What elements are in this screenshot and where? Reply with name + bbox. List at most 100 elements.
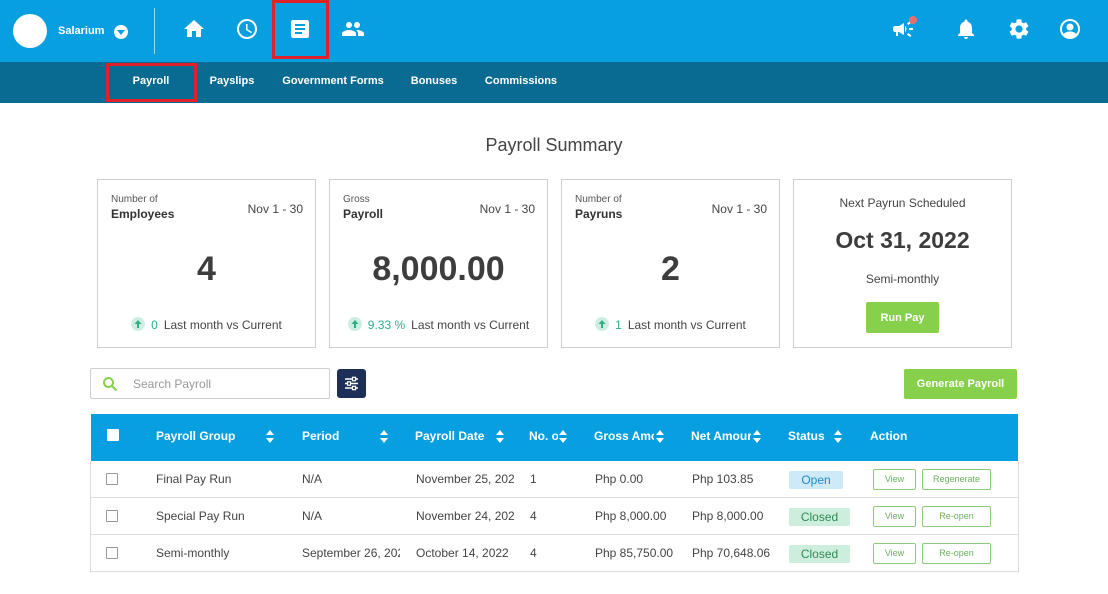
search-icon <box>103 377 118 392</box>
arrow-up-icon <box>595 317 610 331</box>
chevron-down-icon[interactable] <box>114 25 128 39</box>
table-header: Payroll Group Period Payroll Date No. of… <box>91 414 1018 461</box>
megaphone-icon[interactable] <box>889 15 917 43</box>
sort-icon[interactable] <box>559 430 567 443</box>
card-label: Payroll <box>343 207 384 221</box>
active-nav-highlight <box>272 0 329 59</box>
table-row: Semi-monthly September 26, 2022 October … <box>91 535 1018 572</box>
card-label: Payruns <box>575 207 623 221</box>
row-checkbox[interactable] <box>106 473 118 485</box>
generate-payroll-button[interactable]: Generate Payroll <box>904 369 1017 399</box>
subnav-item-commissions[interactable]: Commissions <box>484 75 558 87</box>
view-button[interactable]: View <box>873 506 916 527</box>
notification-dot <box>909 16 917 24</box>
table-row: Special Pay Run N/A November 24, 2022 4 … <box>91 498 1018 535</box>
subnav-item-bonuses[interactable]: Bonuses <box>410 75 458 87</box>
cell-gross-amount: Php 85,750.00 <box>595 546 674 560</box>
column-header-gross-amount[interactable]: Gross Amo <box>594 429 654 443</box>
trend-value: 9.33 % <box>367 318 406 332</box>
clock-icon[interactable] <box>233 15 261 43</box>
bell-icon[interactable] <box>952 15 980 43</box>
column-header-count[interactable]: No. of <box>529 429 558 443</box>
sort-icon[interactable] <box>380 430 388 443</box>
card-caption: Gross <box>343 194 370 205</box>
table-body <box>90 461 1019 573</box>
view-button[interactable]: View <box>873 469 916 490</box>
sub-navigation-bar: Payroll Payslips Government Forms Bonuse… <box>0 62 1108 103</box>
status-badge: Closed <box>789 545 850 563</box>
trend-text: Last month vs Current <box>163 318 282 332</box>
arrow-up-icon <box>347 317 362 331</box>
page-title: Payroll Summary <box>485 135 623 155</box>
card-value: 4 <box>197 250 216 288</box>
cell-net-amount: Php 8,000.00 <box>692 509 764 523</box>
cell-payroll-date: October 14, 2022 <box>416 546 509 560</box>
top-navigation-bar: Salarium <box>0 0 1108 62</box>
trend-text: Last month vs Current <box>411 318 530 332</box>
search-input[interactable] <box>133 375 323 393</box>
active-subnav-highlight <box>106 63 197 102</box>
cell-count: 4 <box>530 509 537 523</box>
company-name[interactable]: Salarium <box>58 25 105 37</box>
divider <box>154 8 155 54</box>
home-icon[interactable] <box>180 15 208 43</box>
row-checkbox[interactable] <box>106 510 118 522</box>
cell-period: N/A <box>302 509 323 523</box>
card-trend: 0 Last month vs Current <box>98 317 315 332</box>
column-header-payroll-date[interactable]: Payroll Date <box>415 429 485 443</box>
sort-icon[interactable] <box>834 430 842 443</box>
cell-count: 1 <box>530 472 537 486</box>
sort-icon[interactable] <box>266 430 274 443</box>
next-payrun-title: Next Payrun Scheduled <box>839 196 966 210</box>
status-badge: Closed <box>789 508 850 526</box>
card-caption: Number of <box>111 194 158 205</box>
card-value: 2 <box>661 250 680 288</box>
column-header-period[interactable]: Period <box>302 429 340 443</box>
card-label: Employees <box>111 207 175 221</box>
card-period: Nov 1 - 30 <box>711 202 767 216</box>
card-period: Nov 1 - 30 <box>479 202 535 216</box>
gross-payroll-card: Gross Payroll Nov 1 - 30 8,000.00 9.33 %… <box>329 179 548 348</box>
sort-icon[interactable] <box>753 430 761 443</box>
sort-icon[interactable] <box>656 430 664 443</box>
next-payrun-date: Oct 31, 2022 <box>835 227 970 253</box>
run-pay-button[interactable]: Run Pay <box>866 302 939 333</box>
employees-card: Number of Employees Nov 1 - 30 4 0 Last m… <box>97 179 316 348</box>
trend-value: 1 <box>615 318 622 332</box>
company-logo[interactable] <box>13 14 47 48</box>
subnav-item-payroll[interactable]: Payroll <box>132 75 170 87</box>
cell-count: 4 <box>530 546 537 560</box>
status-badge: Open <box>789 471 843 489</box>
cell-net-amount: Php 70,648.06 <box>692 546 771 560</box>
row-checkbox[interactable] <box>106 547 118 559</box>
sort-icon[interactable] <box>496 430 504 443</box>
card-trend: 9.33 % Last month vs Current <box>330 317 547 332</box>
column-header-status[interactable]: Status <box>788 429 825 443</box>
next-payrun-card: Next Payrun Scheduled Oct 31, 2022 Semi-… <box>793 179 1012 348</box>
card-period: Nov 1 - 30 <box>247 202 303 216</box>
next-payrun-frequency: Semi-monthly <box>865 272 940 286</box>
payruns-card: Number of Payruns Nov 1 - 30 2 1 Last mon… <box>561 179 780 348</box>
cell-payroll-date: November 25, 2022 <box>416 472 514 486</box>
subnav-item-government-forms[interactable]: Government Forms <box>282 75 384 87</box>
trend-value: 0 <box>151 318 158 332</box>
card-caption: Number of <box>575 194 622 205</box>
card-value: 8,000.00 <box>372 250 505 288</box>
column-header-net-amount[interactable]: Net Amour <box>691 429 751 443</box>
document-icon[interactable] <box>286 15 314 43</box>
regenerate-button[interactable]: Regenerate <box>922 469 991 490</box>
reopen-button[interactable]: Re-open <box>922 506 991 527</box>
user-icon[interactable] <box>1056 15 1084 43</box>
reopen-button[interactable]: Re-open <box>922 543 991 564</box>
subnav-item-payslips[interactable]: Payslips <box>209 75 255 87</box>
sliders-icon <box>345 376 358 391</box>
view-button[interactable]: View <box>873 543 916 564</box>
search-box <box>90 368 330 399</box>
cell-payroll-group: Final Pay Run <box>156 472 232 486</box>
select-all-checkbox[interactable] <box>107 429 119 441</box>
column-header-payroll-group[interactable]: Payroll Group <box>156 429 236 443</box>
people-icon[interactable] <box>339 15 367 43</box>
gear-icon[interactable] <box>1005 15 1033 43</box>
arrow-up-icon <box>131 317 146 331</box>
filter-button[interactable] <box>337 369 366 398</box>
